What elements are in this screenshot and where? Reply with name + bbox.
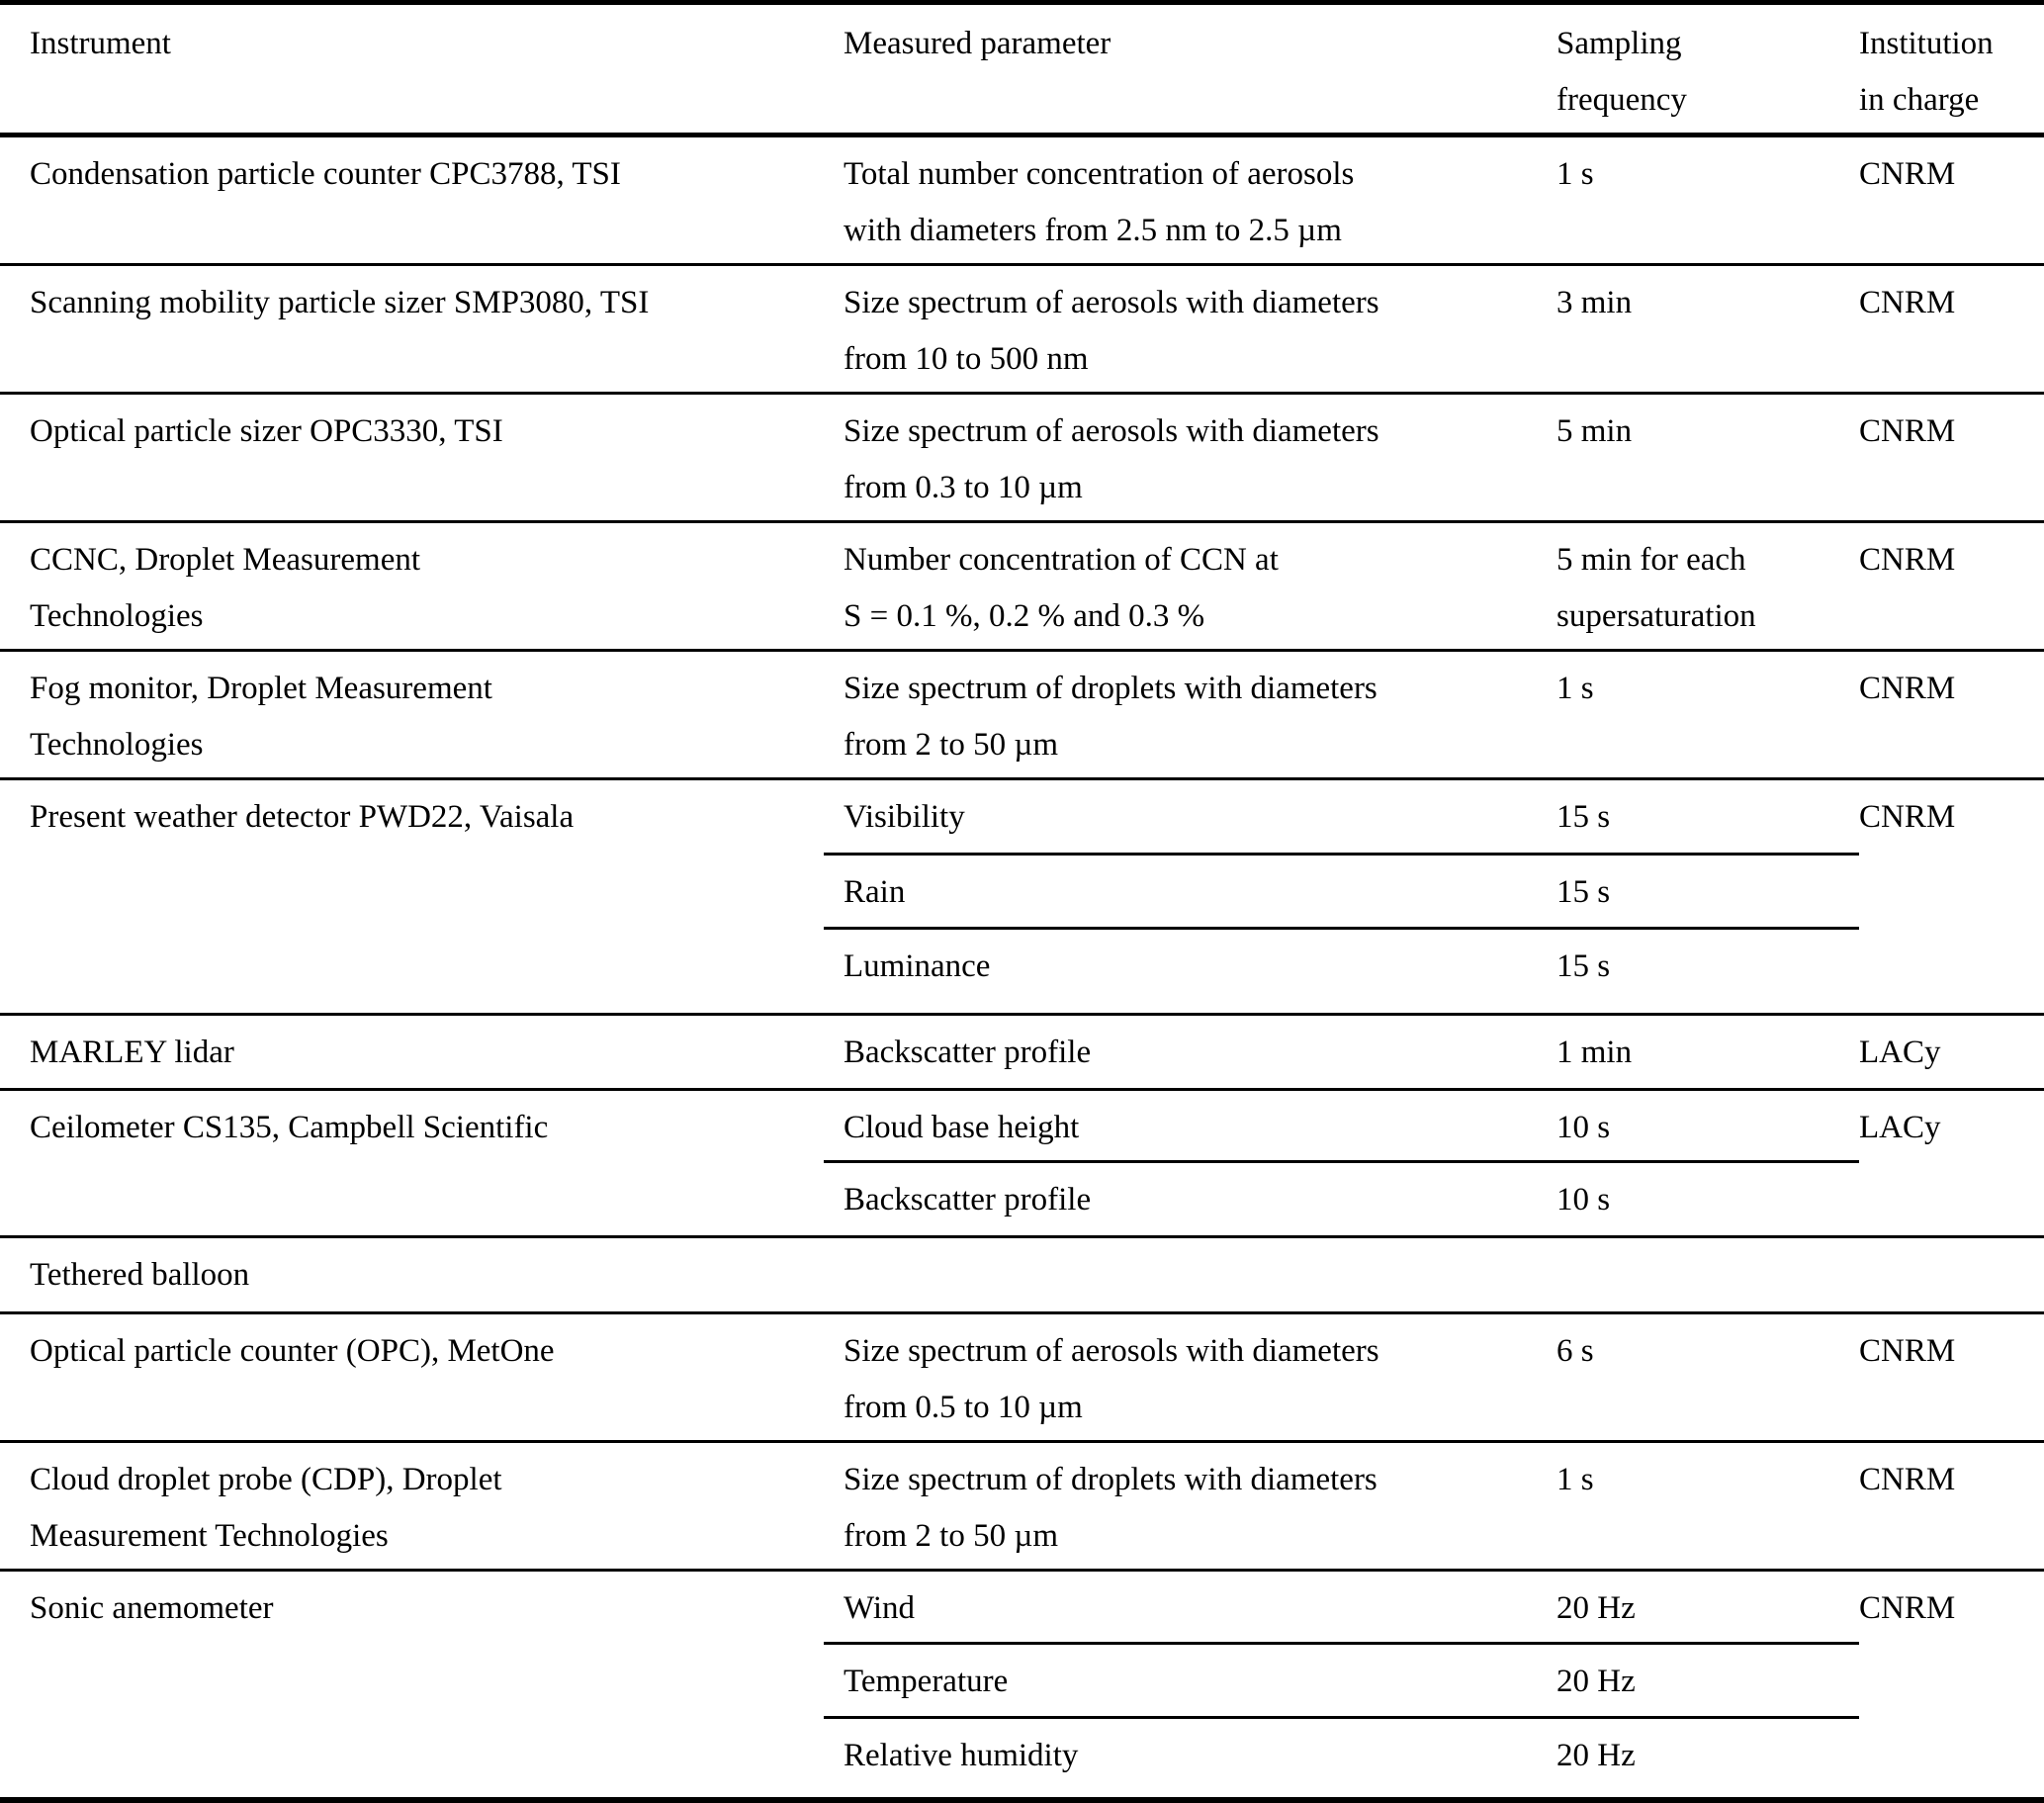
parameter-cell: Luminance (824, 927, 1551, 1015)
institution-cell: CNRM (1859, 777, 2044, 1015)
parameter-cell: Size spectrum of aerosols with diameters… (824, 1311, 1551, 1442)
institution-cell: CNRM (1859, 263, 2044, 394)
institution-cell: CNRM (1859, 392, 2044, 522)
parameter-cell: Backscatter profile (824, 1013, 1551, 1090)
table-header: Instrument Measured parameter Sampling f… (0, 2, 2044, 137)
instrument-cell: Sonic anemometer (0, 1569, 824, 1800)
frequency-cell: 10 s (1551, 1088, 1859, 1162)
instrument-cell: Cloud droplet probe (CDP), Droplet Measu… (0, 1440, 824, 1571)
parameter-cell: Size spectrum of droplets with diameters… (824, 1440, 1551, 1571)
header-institution: Institution in charge (1859, 2, 2044, 137)
parameter-cell: Cloud base height (824, 1088, 1551, 1162)
instrument-cell: Present weather detector PWD22, Vaisala (0, 777, 824, 1015)
frequency-cell: 1 min (1551, 1013, 1859, 1090)
parameter-cell: Size spectrum of aerosols with diameters… (824, 263, 1551, 394)
header-sampling-frequency: Sampling frequency (1551, 2, 1859, 137)
parameter-cell: Wind (824, 1569, 1551, 1644)
frequency-cell: 10 s (1551, 1160, 1859, 1237)
table-subrow: Temperature 20 Hz (0, 1642, 2044, 1718)
frequency-cell: 15 s (1551, 777, 1859, 855)
frequency-cell: 15 s (1551, 853, 1859, 929)
table-subrow: Rain 15 s (0, 853, 2044, 929)
institution-cell: CNRM (1859, 1440, 2044, 1571)
header-row: Instrument Measured parameter Sampling f… (0, 2, 2044, 137)
table-row: Optical particle sizer OPC3330, TSI Size… (0, 392, 2044, 522)
frequency-cell: 3 min (1551, 263, 1859, 394)
parameter-cell: Size spectrum of droplets with diameters… (824, 649, 1551, 779)
section-title: Tethered balloon (0, 1235, 2044, 1313)
table-subrow: Luminance 15 s (0, 927, 2044, 1015)
table-body: Condensation particle counter CPC3788, T… (0, 135, 2044, 1800)
institution-cell: LACy (1859, 1088, 2044, 1237)
frequency-cell: 1 s (1551, 1440, 1859, 1571)
table-row: CCNC, Droplet Measurement Technologies N… (0, 520, 2044, 651)
table-row: Condensation particle counter CPC3788, T… (0, 135, 2044, 265)
frequency-cell: 1 s (1551, 649, 1859, 779)
frequency-cell: 20 Hz (1551, 1716, 1859, 1800)
frequency-cell: 5 min for each supersaturation (1551, 520, 1859, 651)
instrument-cell: Optical particle sizer OPC3330, TSI (0, 392, 824, 522)
parameter-cell: Number concentration of CCN at S = 0.1 %… (824, 520, 1551, 651)
parameter-cell: Size spectrum of aerosols with diameters… (824, 392, 1551, 522)
header-measured-parameter: Measured parameter (824, 2, 1551, 137)
frequency-cell: 1 s (1556, 156, 1594, 192)
frequency-cell: 20 Hz (1551, 1569, 1859, 1644)
institution-cell: CNRM (1859, 1311, 2044, 1442)
table-row: Cloud droplet probe (CDP), Droplet Measu… (0, 1440, 2044, 1571)
institution-cell: CNRM (1859, 520, 2044, 651)
institution-cell: CNRM (1859, 1569, 2044, 1800)
institution-cell: LACy (1859, 1013, 2044, 1090)
parameter-cell: Visibility (824, 777, 1551, 855)
header-instrument: Instrument (0, 2, 824, 137)
instrument-cell: Optical particle counter (OPC), MetOne (0, 1311, 824, 1442)
table-row: Scanning mobility particle sizer SMP3080… (0, 263, 2044, 394)
parameter-cell: Relative humidity (824, 1716, 1551, 1800)
table-row: Fog monitor, Droplet Measurement Technol… (0, 649, 2044, 779)
table-row: Sonic anemometer Wind 20 Hz CNRM (0, 1569, 2044, 1800)
frequency-cell: 15 s (1551, 927, 1859, 1015)
parameter-cell: Total number concentration of aerosols w… (844, 156, 1355, 248)
instrument-cell: MARLEY lidar (0, 1013, 824, 1090)
frequency-cell: 20 Hz (1551, 1642, 1859, 1718)
section-row: Tethered balloon (0, 1235, 2044, 1313)
frequency-cell: 5 min (1551, 392, 1859, 522)
instrument-cell: Scanning mobility particle sizer SMP3080… (0, 263, 824, 394)
parameter-cell: Temperature (824, 1642, 1551, 1718)
table-row: Ceilometer CS135, Campbell Scientific Cl… (0, 1088, 2044, 1237)
parameter-cell: Backscatter profile (824, 1160, 1551, 1237)
table-row: MARLEY lidar Backscatter profile 1 min L… (0, 1013, 2044, 1090)
instrument-cell: Fog monitor, Droplet Measurement Technol… (0, 649, 824, 779)
instrument-cell: CCNC, Droplet Measurement Technologies (0, 520, 824, 651)
table-subrow: Backscatter profile 10 s (0, 1160, 2044, 1237)
instrument-cell: Ceilometer CS135, Campbell Scientific (0, 1088, 824, 1237)
parameter-cell: Rain (824, 853, 1551, 929)
frequency-cell: 6 s (1551, 1311, 1859, 1442)
instrument-cell: Condensation particle counter CPC3788, T… (30, 156, 621, 192)
institution-cell: CNRM (1859, 156, 1956, 192)
table-row: Optical particle counter (OPC), MetOne S… (0, 1311, 2044, 1442)
institution-cell: CNRM (1859, 649, 2044, 779)
table-row: Present weather detector PWD22, Vaisala … (0, 777, 2044, 1015)
